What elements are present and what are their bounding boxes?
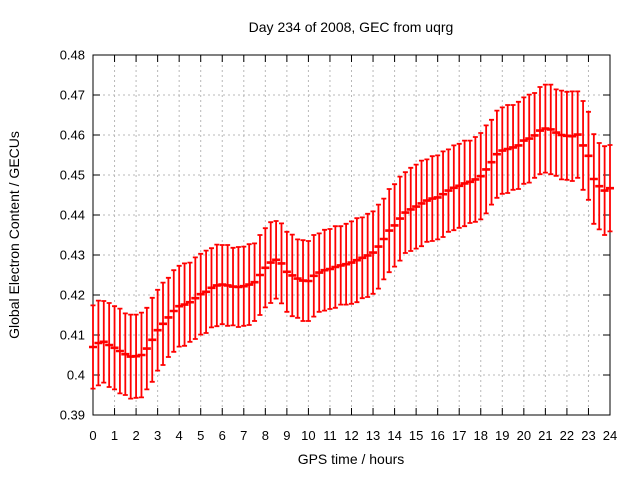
y-axis-label: Global Electron Content / GECUs: [6, 131, 22, 339]
x-tick-label: 5: [197, 428, 204, 443]
error-bar-series: [89, 83, 614, 400]
y-tick-label: 0.41: [60, 328, 85, 343]
x-tick-label: 4: [176, 428, 183, 443]
x-tick-label: 21: [538, 428, 552, 443]
x-axis-label: GPS time / hours: [298, 451, 405, 467]
y-tick-label: 0.44: [60, 208, 85, 223]
data-point-markers: [89, 127, 614, 358]
tick-labels: 0 1 2 3 4 5 6 7 8 9 10 11 12 13 14 15 16 17 18 19 20 21 22 23 24…: [60, 48, 618, 444]
x-tick-label: 9: [283, 428, 290, 443]
x-tick-label: 20: [517, 428, 531, 443]
y-tick-label: 0.4: [67, 368, 85, 383]
x-tick-label: 3: [154, 428, 161, 443]
x-tick-label: 13: [366, 428, 380, 443]
x-tick-label: 2: [132, 428, 139, 443]
y-tick-label: 0.39: [60, 408, 85, 423]
x-tick-label: 15: [409, 428, 423, 443]
x-tick-label: 23: [581, 428, 595, 443]
y-tick-label: 0.48: [60, 48, 85, 63]
x-tick-label: 10: [301, 428, 315, 443]
x-tick-label: 19: [495, 428, 509, 443]
y-tick-label: 0.45: [60, 168, 85, 183]
x-tick-label: 6: [219, 428, 226, 443]
y-tick-label: 0.43: [60, 248, 85, 263]
y-tick-label: 0.42: [60, 288, 85, 303]
x-tick-label: 11: [323, 428, 337, 443]
y-tick-label: 0.47: [60, 88, 85, 103]
x-tick-label: 7: [240, 428, 247, 443]
x-tick-label: 17: [452, 428, 466, 443]
y-tick-label: 0.46: [60, 128, 85, 143]
x-tick-label: 8: [262, 428, 269, 443]
x-tick-label: 14: [387, 428, 401, 443]
x-tick-label: 24: [603, 428, 617, 443]
chart-title: Day 234 of 2008, GEC from uqrg: [249, 19, 454, 35]
x-tick-label: 18: [474, 428, 488, 443]
x-tick-label: 1: [111, 428, 118, 443]
x-tick-label: 16: [430, 428, 444, 443]
x-tick-label: 0: [89, 428, 96, 443]
x-tick-label: 12: [344, 428, 358, 443]
x-tick-label: 22: [560, 428, 574, 443]
